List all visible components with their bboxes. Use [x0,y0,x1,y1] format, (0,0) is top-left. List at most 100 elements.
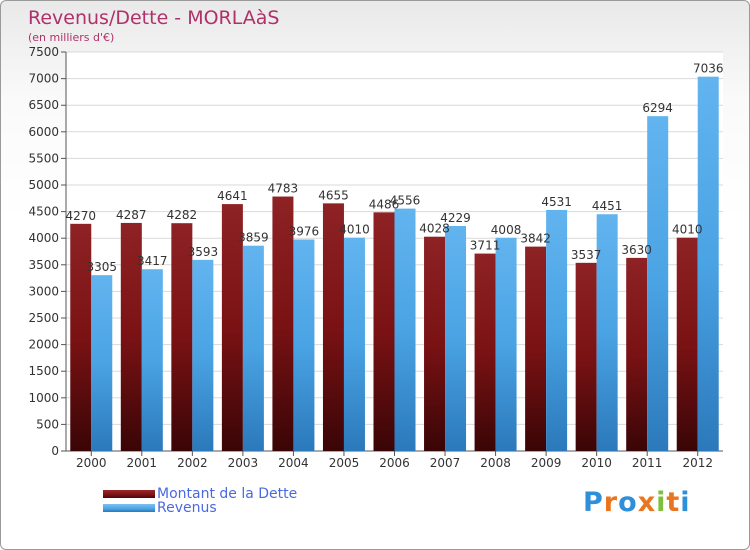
logo-letter: i [680,487,691,518]
x-tick-label: 2006 [379,456,410,470]
legend-item-revenus: Revenus [103,500,297,516]
x-tick-label: 2008 [480,456,511,470]
bar-revenus-2006 [394,208,416,451]
logo-letter: r [603,487,619,518]
y-tick-label: 4500 [28,205,59,219]
data-label-dette-2001: 4287 [116,208,147,222]
bar-dette-2008 [474,253,496,451]
data-label-revenus-2008: 4008 [491,223,522,237]
data-label-dette-2004: 4783 [268,182,299,196]
x-tick-label: 2004 [278,456,309,470]
y-tick-label: 4000 [28,231,59,245]
y-tick-label: 7500 [28,45,59,59]
y-tick-label: 7000 [28,72,59,86]
bar-revenus-2005 [343,237,365,451]
bar-dette-2001 [120,222,142,451]
y-tick-label: 500 [36,417,59,431]
chart-title: Revenus/Dette - MORLAàS [28,7,280,29]
x-tick-label: 2003 [228,456,259,470]
bar-revenus-2002 [192,259,214,451]
data-label-dette-2007: 4028 [419,222,450,236]
data-label-dette-2009: 3842 [520,232,551,246]
legend-swatch-dette [103,490,155,498]
data-label-dette-2008: 3711 [470,239,501,253]
data-label-revenus-2004: 3976 [289,224,320,238]
data-label-revenus-2011: 6294 [642,101,673,115]
y-tick-label: 2000 [28,338,59,352]
x-tick-label: 2010 [581,456,612,470]
chart-subtitle: (en milliers d'€) [28,31,115,44]
logo-letter: o [618,487,638,518]
legend-item-dette: Montant de la Dette [103,486,298,502]
x-tick-label: 2001 [127,456,158,470]
x-tick-label: 2000 [76,456,107,470]
logo-letter: t [666,487,681,518]
bar-dette-2007 [424,236,446,451]
bar-revenus-2008 [495,237,517,451]
data-label-revenus-2012: 7036 [693,62,724,76]
bar-revenus-2000 [91,275,113,451]
x-tick-label: 2007 [430,456,461,470]
bar-dette-2005 [322,203,344,451]
bar-revenus-2004 [293,239,315,451]
data-label-dette-2003: 4641 [217,189,248,203]
data-label-revenus-2003: 3859 [238,231,269,245]
bar-dette-2012 [676,237,698,451]
logo-letter: P [583,487,604,518]
data-label-revenus-2002: 3593 [188,245,219,259]
legend-label-revenus: Revenus [157,500,217,516]
bar-revenus-2007 [445,226,467,451]
y-tick-label: 3500 [28,258,59,272]
bar-dette-2000 [70,223,92,451]
data-label-revenus-2000: 3305 [86,260,117,274]
y-tick-label: 5500 [28,151,59,165]
x-tick-label: 2012 [682,456,713,470]
bar-dette-2004 [272,196,294,451]
x-tick-label: 2011 [632,456,663,470]
data-label-dette-2010: 3537 [571,248,602,262]
legend: Montant de la Dette Revenus [103,486,298,516]
data-label-dette-2006: 4486 [369,197,400,211]
x-tick-label: 2009 [531,456,562,470]
legend-swatch-revenus [103,504,155,512]
data-label-revenus-2009: 4531 [541,195,572,209]
data-label-dette-2011: 3630 [621,243,652,257]
data-label-dette-2005: 4655 [318,188,349,202]
data-label-dette-2000: 4270 [65,209,96,223]
data-label-revenus-2001: 3417 [137,254,168,268]
data-label-revenus-2005: 4010 [339,223,370,237]
bar-revenus-2012 [697,76,719,451]
data-label-revenus-2007: 4229 [440,211,471,225]
logo-letter: x [637,487,657,518]
y-tick-label: 6500 [28,98,59,112]
y-tick-label: 0 [51,444,59,458]
bar-dette-2003 [221,204,243,451]
data-label-dette-2012: 4010 [672,223,703,237]
data-label-revenus-2006: 4556 [390,194,421,208]
y-tick-label: 2500 [28,311,59,325]
proxiti-logo: Proxiti [583,487,691,518]
bar-revenus-2001 [141,269,163,451]
x-tick-label: 2002 [177,456,208,470]
bar-revenus-2009 [546,209,568,451]
bar-revenus-2011 [647,116,669,451]
y-tick-label: 3000 [28,284,59,298]
y-tick-label: 5000 [28,178,59,192]
x-tick-label: 2005 [329,456,360,470]
data-label-dette-2002: 4282 [167,208,198,222]
data-label-revenus-2010: 4451 [592,199,623,213]
bar-dette-2011 [626,257,648,451]
bar-dette-2010 [575,262,597,451]
bar-dette-2002 [171,223,193,451]
y-tick-label: 1000 [28,391,59,405]
legend-label-dette: Montant de la Dette [157,486,298,502]
y-tick-label: 6000 [28,125,59,139]
bar-revenus-2010 [596,214,618,451]
y-tick-label: 1500 [28,364,59,378]
logo-letter: i [656,487,667,518]
bar-dette-2009 [525,246,547,451]
bar-dette-2006 [373,212,395,451]
bar-revenus-2003 [242,245,264,451]
